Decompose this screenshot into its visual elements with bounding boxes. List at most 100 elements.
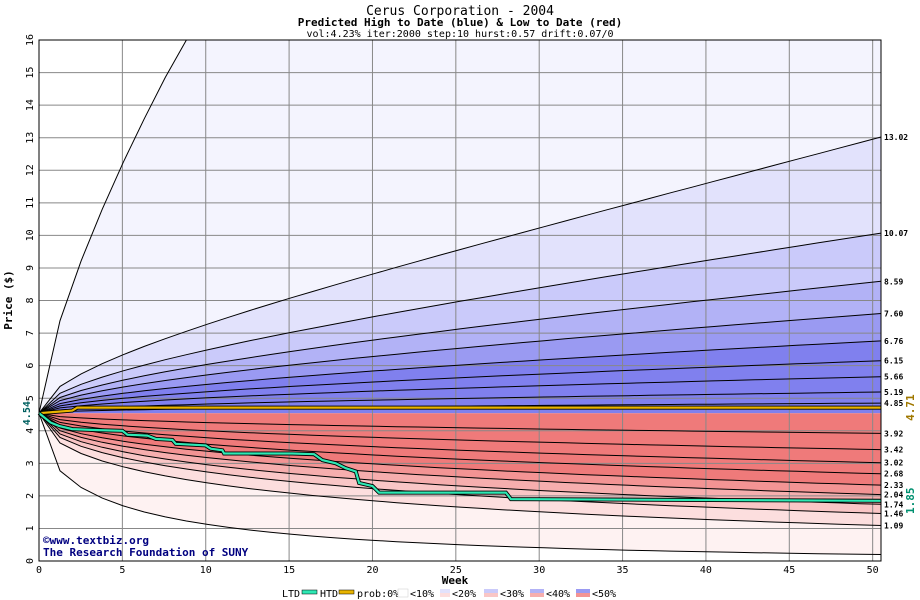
- red-band-7: [39, 413, 881, 463]
- x-tick-label: 50: [867, 565, 879, 576]
- high-percentile-curve-7: [38, 391, 882, 414]
- legend-50-label: <50%: [592, 589, 616, 600]
- legend-30-label: <30%: [500, 589, 524, 600]
- copyright-line1: ©www.textbiz.org: [43, 534, 149, 547]
- legend-swatch-30-blue: [530, 589, 544, 593]
- legend: LTD HTD prob:0% <10% <20% <30% <40% <50%: [282, 588, 616, 600]
- extreme-low-curve: [38, 413, 882, 555]
- legend-swatch-30-red: [530, 593, 544, 597]
- x-axis-label: Week: [442, 574, 469, 587]
- high-percentile-curve-3: [38, 313, 882, 414]
- blue-band-4: [39, 313, 881, 414]
- x-tick-label: 10: [200, 565, 212, 576]
- legend-ltd-label: LTD: [282, 589, 300, 600]
- high-percentile-label: 6.15: [884, 357, 903, 366]
- last-low-label: 1.85: [904, 488, 917, 515]
- red-band-center: [39, 413, 881, 434]
- high-percentile-label: 8.59: [884, 277, 903, 286]
- right-percentile-labels: 13.02 10.07 8.59 7.60 6.76 6.15 5.66 5.19 4.85 3.…: [884, 133, 908, 530]
- y-tick-label: 15: [25, 67, 36, 79]
- y-tick-label: 2: [25, 493, 36, 499]
- high-percentile-curve-6: [38, 376, 882, 414]
- low-percentile-label: 1.74: [884, 500, 903, 509]
- high-percentile-curve-0: [38, 136, 882, 414]
- legend-htd-swatch: [338, 589, 355, 595]
- legend-htd-label: HTD: [320, 589, 338, 600]
- red-band-8: [39, 413, 881, 450]
- low-percentile-curve-0: [38, 412, 882, 434]
- low-percentile-curve-3: [38, 412, 882, 475]
- x-tick-label: 15: [283, 565, 295, 576]
- low-percentile-curve-1: [38, 412, 882, 451]
- y-axis-label: Price ($): [2, 270, 15, 330]
- red-band-6: [39, 413, 881, 474]
- high-percentile-curve-4: [38, 340, 882, 414]
- red-band-3: [39, 413, 881, 505]
- legend-10-label: <10%: [410, 589, 434, 600]
- x-tick-label: 45: [783, 565, 795, 576]
- y-tick-label: 0: [25, 558, 36, 564]
- y-tick-label: 13: [25, 132, 36, 144]
- y-tick-label: 8: [25, 297, 36, 303]
- high-percentile-label: 5.19: [884, 388, 903, 397]
- high-percentile-curve-2: [38, 280, 882, 414]
- last-high-label: 4.71: [904, 394, 917, 421]
- legend-swatch-10-red: [440, 593, 450, 597]
- red-band-4: [39, 413, 881, 495]
- high-percentile-label: 6.76: [884, 337, 903, 346]
- low-percentile-label: 2.04: [884, 491, 903, 500]
- chart-title: Cerus Corporation - 2004: [366, 4, 554, 19]
- legend-20-label: <20%: [452, 589, 476, 600]
- simulation-params: vol:4.23% iter:2000 step:10 hurst:0.57 d…: [306, 29, 613, 40]
- low-percentile-label: 3.02: [884, 459, 903, 468]
- low-percentile-curve-4: [38, 412, 882, 486]
- legend-swatch-40-blue: [576, 589, 590, 593]
- x-tick-label: 0: [36, 565, 42, 576]
- blue-band-7: [39, 376, 881, 414]
- low-percentile-label: 1.46: [884, 509, 903, 518]
- plot-frame: [38, 39, 882, 562]
- y-tick-label: 3: [25, 460, 36, 466]
- y-tick-label: 16: [25, 34, 36, 46]
- high-percentile-curve-1: [38, 232, 882, 414]
- chart-subtitle: Predicted High to Date (blue) & Low to D…: [298, 16, 623, 29]
- chart-grid: [38, 39, 881, 562]
- x-tick-label: 30: [533, 565, 545, 576]
- red-band-1: [39, 413, 881, 526]
- legend-prob-label: prob:0%: [357, 589, 399, 600]
- legend-swatch-20-red: [484, 593, 498, 597]
- y-tick-label: 12: [25, 164, 36, 176]
- high-percentile-label: 4.85: [884, 399, 903, 408]
- y-tick-label: 1: [25, 525, 36, 531]
- low-percentile-label: 2.68: [884, 470, 903, 479]
- low-percentile-label: 2.33: [884, 481, 903, 490]
- y-tick-label: 7: [25, 330, 36, 336]
- red-band-5: [39, 413, 881, 486]
- low-percentile-curve-8: [38, 412, 882, 526]
- x-tick-label: 40: [700, 565, 712, 576]
- y-tick-label: 6: [25, 363, 36, 369]
- x-tick-label: 20: [366, 565, 378, 576]
- low-percentile-label: 3.92: [884, 429, 903, 438]
- y-tick-label: 5: [25, 395, 36, 401]
- low-percentile-curve-7: [38, 412, 882, 514]
- x-tick-label: 5: [119, 565, 125, 576]
- blue-band-3: [39, 281, 881, 414]
- high-percentile-label: 10.07: [884, 229, 908, 238]
- y-tick-label: 14: [25, 99, 36, 111]
- legend-swatch-0: [397, 588, 409, 598]
- ltd-line: [38, 412, 882, 502]
- low-percentile-label: 3.42: [884, 446, 903, 455]
- low-percentile-curve-2: [38, 412, 882, 464]
- x-tick-label: 35: [617, 565, 629, 576]
- y-tick-label: 4: [25, 428, 36, 434]
- probability-bands: [39, 40, 881, 555]
- low-percentile-curve-5: [38, 412, 882, 496]
- high-percentile-label: 13.02: [884, 133, 908, 142]
- red-band-0: [39, 413, 881, 555]
- low-percentile-label: 1.09: [884, 522, 903, 531]
- y-tick-label: 11: [25, 197, 36, 209]
- blue-band-6: [39, 360, 881, 414]
- high-percentile-label: 7.60: [884, 310, 903, 319]
